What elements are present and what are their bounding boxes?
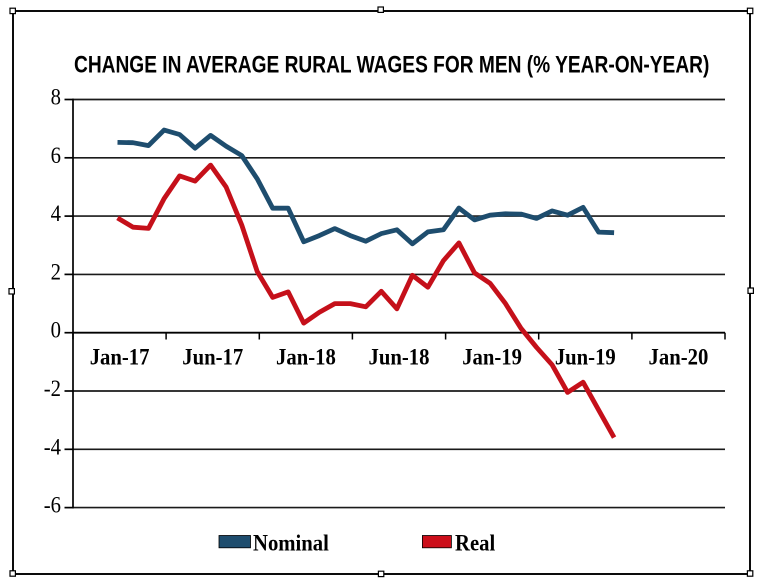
svg-text:Jun-19: Jun-19 [555,345,616,370]
svg-text:Jun-18: Jun-18 [369,345,430,370]
svg-text:6: 6 [51,143,61,168]
svg-text:-6: -6 [44,493,61,518]
svg-text:0: 0 [51,318,61,343]
svg-text:Nominal: Nominal [253,531,329,556]
svg-text:2: 2 [51,259,61,284]
svg-text:Jun-17: Jun-17 [182,345,243,370]
svg-text:Jan-20: Jan-20 [649,345,709,370]
svg-text:4: 4 [51,201,61,226]
svg-text:-2: -2 [44,376,61,401]
svg-text:Jan-18: Jan-18 [276,345,336,370]
svg-text:-4: -4 [44,434,61,459]
svg-text:Real: Real [455,531,495,556]
svg-text:CHANGE IN AVERAGE RURAL WAGES: CHANGE IN AVERAGE RURAL WAGES FOR MEN (%… [74,50,709,78]
svg-text:8: 8 [51,85,61,110]
svg-text:Jan-17: Jan-17 [90,345,150,370]
svg-text:Jan-19: Jan-19 [462,345,522,370]
